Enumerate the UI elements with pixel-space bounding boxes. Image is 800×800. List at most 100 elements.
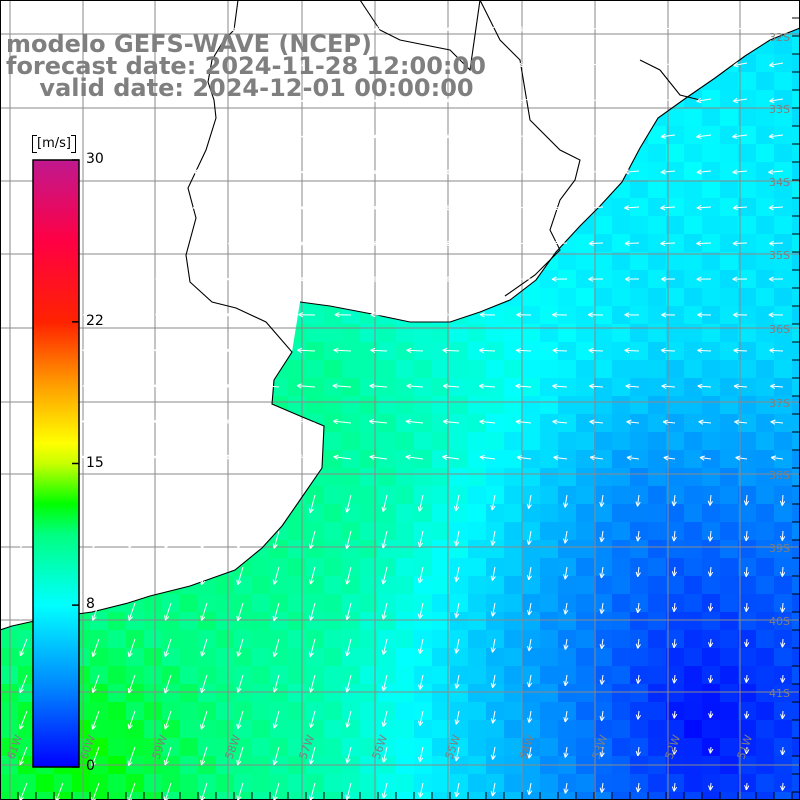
wind-cell xyxy=(432,432,450,450)
wind-cell xyxy=(756,504,774,522)
wind-cell xyxy=(684,162,702,180)
wind-cell xyxy=(558,468,576,486)
wind-cell xyxy=(396,396,414,414)
wind-cell xyxy=(774,72,792,90)
wind-cell xyxy=(468,450,486,468)
wind-cell xyxy=(756,108,774,126)
wind-cell xyxy=(414,360,432,378)
wind-cell xyxy=(540,414,558,432)
wind-cell xyxy=(648,342,666,360)
wind-cell xyxy=(738,72,756,90)
wind-cell xyxy=(666,360,684,378)
wind-cell xyxy=(576,468,594,486)
wind-cell xyxy=(612,216,630,234)
wind-cell xyxy=(774,252,792,270)
wind-cell xyxy=(486,360,504,378)
wind-cell xyxy=(576,486,594,504)
wind-cell xyxy=(756,396,774,414)
wind-cell xyxy=(702,144,720,162)
wind-cell xyxy=(432,396,450,414)
wind-cell xyxy=(756,432,774,450)
wind-cell xyxy=(468,378,486,396)
wind-cell xyxy=(792,414,800,432)
wind-cell xyxy=(414,432,432,450)
colorbar-tick-label: 8 xyxy=(86,596,95,613)
wind-cell xyxy=(540,342,558,360)
wind-cell xyxy=(522,360,540,378)
wind-cell xyxy=(774,108,792,126)
wind-cell xyxy=(414,396,432,414)
wind-cell xyxy=(630,468,648,486)
wind-cell xyxy=(558,432,576,450)
wind-cell xyxy=(504,396,522,414)
wind-cell xyxy=(648,396,666,414)
wind-cell xyxy=(432,468,450,486)
wind-cell xyxy=(648,198,666,216)
wind-cell xyxy=(774,216,792,234)
wind-cell xyxy=(684,450,702,468)
wind-cell xyxy=(792,252,800,270)
wind-cell xyxy=(504,306,522,324)
wind-cell xyxy=(360,414,378,432)
colorbar-tick-label: 0 xyxy=(86,758,95,774)
wind-cell xyxy=(684,360,702,378)
wind-cell xyxy=(612,378,630,396)
wind-cell xyxy=(324,306,342,324)
wind-cell xyxy=(522,396,540,414)
wind-cell xyxy=(648,414,666,432)
wind-cell xyxy=(792,162,800,180)
wind-cell xyxy=(360,432,378,450)
wind-cell xyxy=(342,468,360,486)
wind-cell xyxy=(756,180,774,198)
wind-cell xyxy=(504,432,522,450)
wind-cell xyxy=(324,378,342,396)
wind-cell xyxy=(612,432,630,450)
wind-cell xyxy=(378,360,396,378)
wind-cell xyxy=(630,432,648,450)
wind-cell xyxy=(594,396,612,414)
wind-cell xyxy=(684,306,702,324)
wind-cell xyxy=(324,468,342,486)
wind-cell xyxy=(756,486,774,504)
wind-cell xyxy=(792,36,800,54)
wind-cell xyxy=(612,198,630,216)
wind-cell xyxy=(360,504,378,522)
wind-cell xyxy=(522,504,540,522)
wind-cell xyxy=(450,360,468,378)
wind-cell xyxy=(792,486,800,504)
wind-cell xyxy=(666,288,684,306)
wind-cell xyxy=(360,378,378,396)
wind-cell xyxy=(558,288,576,306)
wind-cell xyxy=(612,342,630,360)
colorbar-tick-label: 15 xyxy=(86,454,104,471)
wind-cell xyxy=(720,108,738,126)
wind-cell xyxy=(756,234,774,252)
wind-cell xyxy=(720,342,738,360)
wind-cell xyxy=(612,360,630,378)
wind-cell xyxy=(576,288,594,306)
wind-cell xyxy=(630,288,648,306)
wind-cell xyxy=(648,360,666,378)
wind-cell xyxy=(486,396,504,414)
wind-cell xyxy=(720,198,738,216)
wind-cell xyxy=(576,378,594,396)
wind-cell xyxy=(396,486,414,504)
wind-cell xyxy=(612,306,630,324)
wind-cell xyxy=(738,216,756,234)
wind-cell xyxy=(720,414,738,432)
wind-cell xyxy=(576,396,594,414)
wind-cell xyxy=(468,360,486,378)
colorbar-tick-label: 22 xyxy=(86,312,104,329)
wind-cell xyxy=(684,234,702,252)
wind-cell xyxy=(396,342,414,360)
wind-cell xyxy=(738,180,756,198)
wind-cell xyxy=(738,108,756,126)
wind-cell xyxy=(324,432,342,450)
wind-cell xyxy=(594,252,612,270)
wind-cell xyxy=(738,360,756,378)
wind-cell xyxy=(756,90,774,108)
wind-cell xyxy=(576,504,594,522)
wind-cell xyxy=(666,252,684,270)
wind-cell xyxy=(684,342,702,360)
wind-cell xyxy=(792,126,800,144)
